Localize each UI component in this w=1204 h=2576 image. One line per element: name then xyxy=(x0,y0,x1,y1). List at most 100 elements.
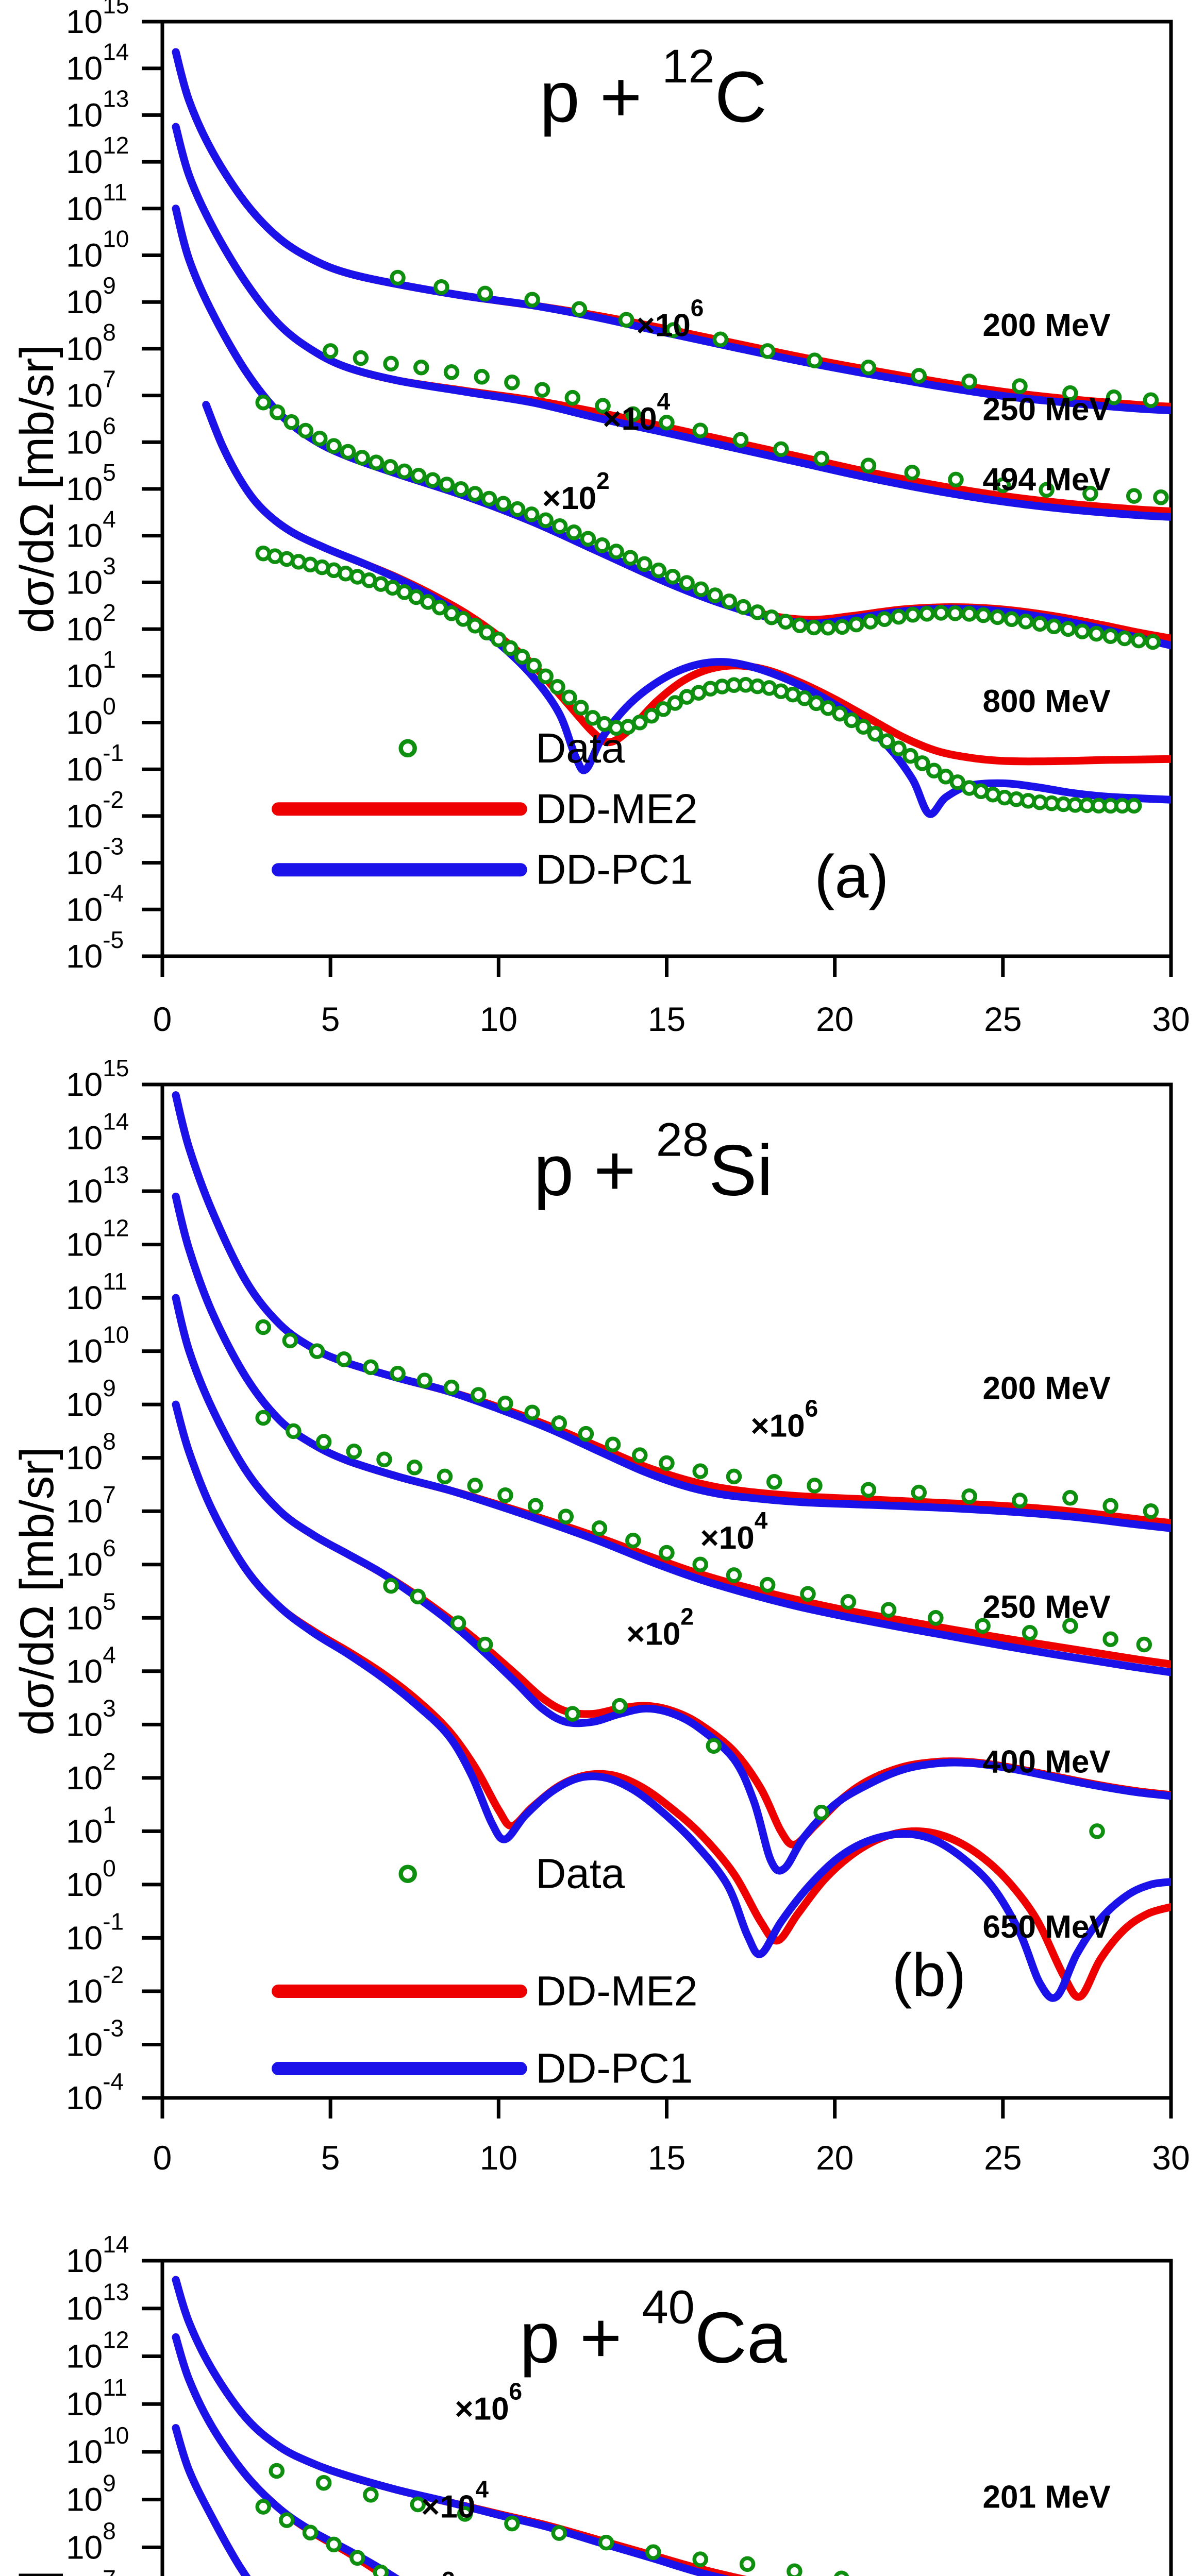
data-point xyxy=(349,2550,365,2566)
y-axis-label: dσ/dΩ [mb/sr] xyxy=(11,2570,63,2576)
y-tick-label: 10-1 xyxy=(66,1908,124,1956)
y-tick-label: 1011 xyxy=(66,179,127,227)
data-point xyxy=(439,477,455,493)
data-point xyxy=(879,733,895,749)
data-point xyxy=(860,359,877,376)
data-point xyxy=(860,1482,877,1498)
data-point xyxy=(1039,482,1055,498)
data-point xyxy=(443,605,460,621)
data-point xyxy=(659,1545,675,1561)
data-point xyxy=(867,726,883,742)
curve-b-200-pc1 xyxy=(172,1091,1171,1532)
curve-b-250-pc1 xyxy=(172,1192,1171,1676)
panel-letter: (a) xyxy=(814,843,889,911)
data-point xyxy=(707,587,723,603)
x-tick-label: 0 xyxy=(153,1000,172,1038)
data-point xyxy=(286,1423,302,1439)
data-point xyxy=(1088,625,1105,642)
data-point xyxy=(255,2499,271,2515)
y-tick-label: 104 xyxy=(66,506,116,554)
data-point xyxy=(726,1468,742,1485)
data-point xyxy=(622,550,639,566)
panel-title: p + 12C xyxy=(540,40,767,137)
data-point xyxy=(832,706,848,722)
data-point xyxy=(664,569,681,585)
data-point xyxy=(1060,621,1076,637)
data-point xyxy=(551,1415,567,1431)
data-point xyxy=(834,2570,849,2576)
data-point xyxy=(739,2556,756,2572)
data-point xyxy=(407,1460,423,1476)
data-point xyxy=(1012,378,1028,394)
y-tick-label: 109 xyxy=(66,1375,116,1423)
scale-multiplier-label: ×102 xyxy=(388,2567,455,2576)
data-point xyxy=(504,2515,520,2532)
data-point xyxy=(564,389,581,406)
y-tick-label: 101 xyxy=(66,646,116,694)
data-point xyxy=(990,609,1006,625)
y-tick-label: 10-3 xyxy=(66,833,124,882)
data-point xyxy=(255,1319,271,1335)
data-points-b-400-data xyxy=(383,1578,1105,1839)
data-point xyxy=(759,343,776,359)
data-point xyxy=(806,619,822,636)
data-point xyxy=(645,2544,661,2560)
data-point xyxy=(571,301,588,317)
y-tick-label: 1010 xyxy=(66,2422,129,2470)
x-tick-label: 20 xyxy=(816,2139,854,2177)
energy-label: 800 MeV xyxy=(983,684,1111,719)
legend-pc1-label: DD-PC1 xyxy=(536,846,693,893)
data-point xyxy=(763,609,780,625)
data-point xyxy=(538,512,554,529)
y-tick-label: 106 xyxy=(66,412,116,461)
data-point xyxy=(1143,392,1159,408)
data-points-a-250-data xyxy=(322,343,1169,505)
data-point xyxy=(526,657,542,674)
data-point xyxy=(578,1426,594,1442)
energy-label: 250 MeV xyxy=(983,1589,1111,1625)
y-tick-label: 102 xyxy=(66,1748,116,1797)
data-points-a-200-data xyxy=(390,269,1159,408)
y-tick-label: 100 xyxy=(66,1855,116,1903)
data-point xyxy=(376,1451,392,1468)
data-point xyxy=(315,2475,332,2491)
energy-label: 650 MeV xyxy=(983,1909,1111,1945)
data-point xyxy=(383,355,399,372)
data-point xyxy=(891,608,907,625)
data-point xyxy=(813,1804,829,1821)
x-tick-label: 5 xyxy=(321,1000,340,1038)
y-tick-label: 106 xyxy=(66,1535,116,1583)
data-point xyxy=(269,2463,285,2479)
data-point xyxy=(759,1577,776,1593)
data-point xyxy=(665,322,681,338)
data-point xyxy=(437,1468,453,1485)
curve-a-494-pc1 xyxy=(172,205,1171,650)
y-tick-label: 102 xyxy=(66,599,116,648)
data-point xyxy=(558,1509,574,1524)
x-tick-label: 30 xyxy=(1152,2139,1190,2177)
energy-label: 200 MeV xyxy=(983,1371,1111,1406)
y-tick-label: 10-1 xyxy=(66,739,124,788)
scale-multiplier-label: ×104 xyxy=(603,388,670,437)
curve-a-200-pc1 xyxy=(172,48,1171,415)
y-tick-label: 1011 xyxy=(66,2374,127,2422)
y-tick-label: 1015 xyxy=(66,1055,129,1103)
data-point xyxy=(679,575,695,591)
data-point xyxy=(844,712,860,728)
data-point xyxy=(947,605,963,621)
data-point xyxy=(474,369,490,385)
data-point xyxy=(975,607,992,623)
data-point xyxy=(282,1332,298,1349)
data-point xyxy=(455,611,472,627)
y-tick-label: 1013 xyxy=(66,85,129,133)
data-point xyxy=(891,740,907,757)
data-point xyxy=(420,594,436,610)
legend-data-marker xyxy=(398,739,417,758)
data-point xyxy=(938,769,954,785)
data-point xyxy=(431,599,448,616)
data-point xyxy=(382,459,398,475)
data-point xyxy=(712,331,729,348)
data-point xyxy=(443,364,460,380)
data-point xyxy=(580,531,596,547)
data-point xyxy=(373,2564,389,2576)
